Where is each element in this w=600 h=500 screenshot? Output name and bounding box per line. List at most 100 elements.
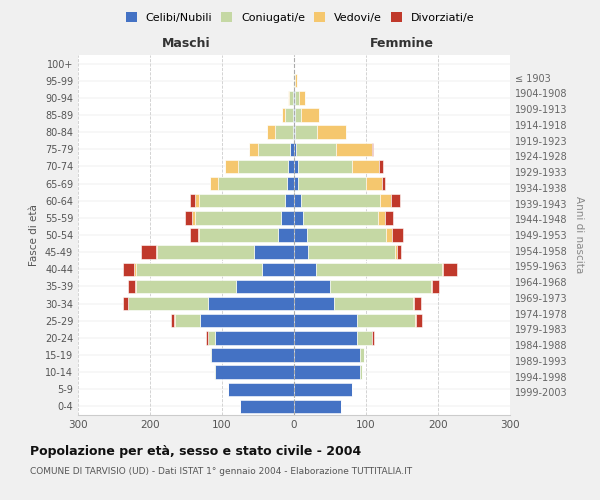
Bar [122,297,128,310]
Bar [287,177,294,190]
Bar [171,314,175,328]
Bar [240,400,294,413]
Bar [199,228,278,241]
Text: COMUNE DI TARVISIO (UD) - Dati ISTAT 1° gennaio 2004 - Elaborazione TUTTITALIA.I: COMUNE DI TARVISIO (UD) - Dati ISTAT 1° … [30,468,412,476]
Bar [298,177,366,190]
Bar [135,280,136,293]
Bar [334,297,413,310]
Bar [380,194,391,207]
Bar [293,91,294,104]
Bar [282,108,286,122]
Bar [372,331,373,344]
Bar [210,177,218,190]
Bar [294,280,330,293]
Bar [210,348,211,362]
Bar [442,262,443,276]
Bar [293,126,294,139]
Bar [352,160,379,173]
Bar [208,297,294,310]
Bar [385,211,392,224]
Bar [289,91,293,104]
Bar [299,91,305,104]
Bar [295,126,317,139]
Bar [142,246,156,259]
Bar [372,142,373,156]
Bar [214,366,215,379]
Bar [295,108,301,122]
Bar [287,91,289,104]
Bar [294,331,358,344]
Bar [211,348,294,362]
Text: Popolazione per età, sesso e stato civile - 2004: Popolazione per età, sesso e stato civil… [30,445,361,458]
Bar [136,262,262,276]
Bar [225,160,238,173]
Bar [293,74,294,88]
Bar [358,314,415,328]
Bar [366,177,382,190]
Bar [238,160,288,173]
Y-axis label: Anni di nascita: Anni di nascita [574,196,584,274]
Bar [294,211,302,224]
Bar [432,280,439,293]
Bar [382,177,385,190]
Bar [197,228,199,241]
Bar [250,142,258,156]
Bar [308,246,395,259]
Bar [294,382,352,396]
Bar [360,348,364,362]
Bar [128,297,208,310]
Bar [294,177,298,190]
Bar [294,366,360,379]
Bar [431,280,432,293]
Bar [294,160,298,173]
Bar [208,331,215,344]
Bar [397,246,401,259]
Bar [254,246,294,259]
Bar [294,108,295,122]
Bar [414,297,421,310]
Bar [288,160,294,173]
Bar [301,194,380,207]
Bar [190,194,196,207]
Bar [156,246,157,259]
Bar [302,211,378,224]
Bar [301,108,319,122]
Bar [379,160,383,173]
Bar [316,262,442,276]
Bar [134,262,136,276]
Bar [415,314,416,328]
Bar [293,108,294,122]
Bar [215,366,294,379]
Bar [200,314,294,328]
Bar [298,160,352,173]
Bar [262,262,294,276]
Bar [268,126,275,139]
Bar [190,228,197,241]
Text: Femmine: Femmine [370,37,434,50]
Bar [294,228,307,241]
Bar [395,246,397,259]
Bar [228,382,294,396]
Bar [373,331,374,344]
Bar [336,142,372,156]
Text: Maschi: Maschi [161,37,211,50]
Bar [358,331,372,344]
Bar [278,228,294,241]
Bar [392,228,403,241]
Bar [330,280,431,293]
Bar [294,348,360,362]
Bar [360,366,362,379]
Bar [136,280,236,293]
Bar [307,228,386,241]
Bar [281,211,294,224]
Bar [386,228,392,241]
Bar [286,194,294,207]
Bar [378,211,385,224]
Bar [258,142,290,156]
Bar [290,142,294,156]
Legend: Celibi/Nubili, Coniugati/e, Vedovi/e, Divorziati/e: Celibi/Nubili, Coniugati/e, Vedovi/e, Di… [121,8,479,28]
Bar [218,177,287,190]
Bar [194,211,281,224]
Bar [296,142,336,156]
Bar [215,331,294,344]
